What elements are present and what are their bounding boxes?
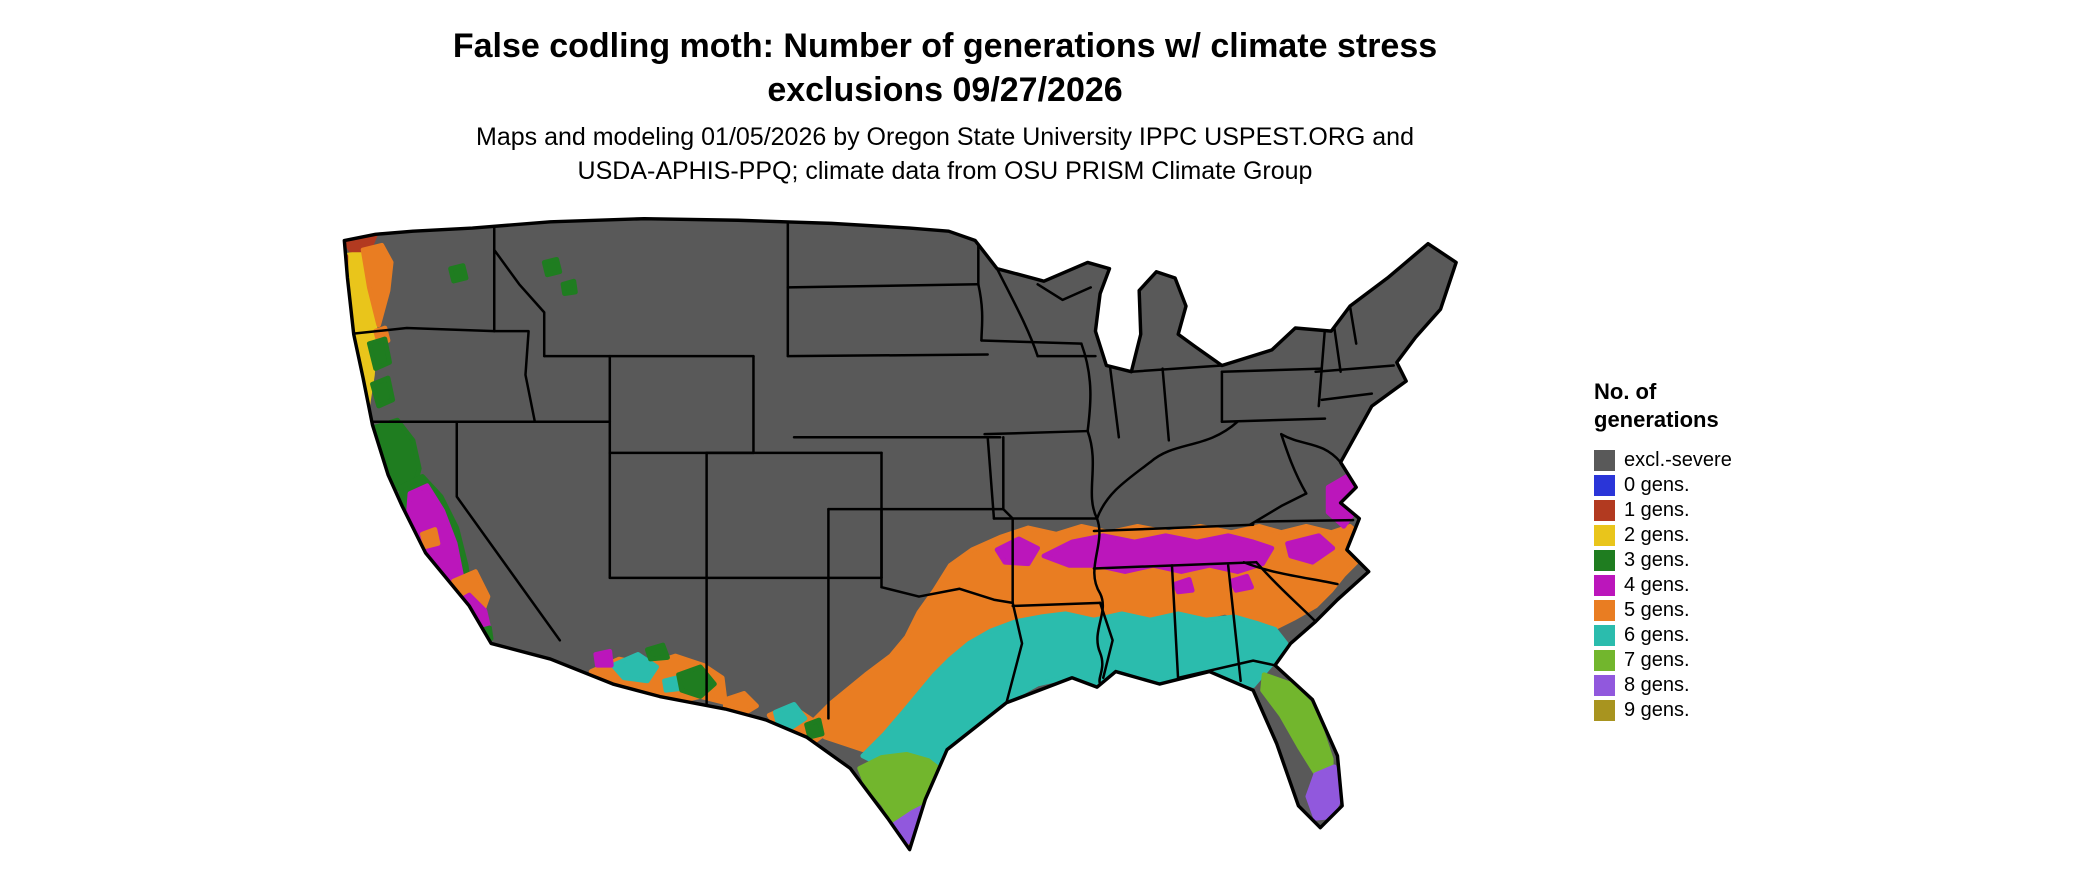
legend-label: 3 gens.: [1624, 549, 1690, 571]
legend-label: 7 gens.: [1624, 649, 1690, 671]
legend-item-gen6: 6 gens.: [1594, 623, 1732, 648]
map-subtitle-line1: Maps and modeling 01/05/2026 by Oregon S…: [476, 123, 1414, 151]
legend-swatch: [1594, 450, 1615, 471]
legend-swatch: [1594, 475, 1615, 496]
legend-title-line1: No. of: [1594, 379, 1657, 404]
map-regions: [344, 220, 1395, 850]
legend-item-gen2: 2 gens.: [1594, 523, 1732, 548]
legend-label: 5 gens.: [1624, 599, 1690, 621]
map-region-gen4-ar-blob: [994, 536, 1041, 567]
legend-label: 4 gens.: [1624, 574, 1690, 596]
legend-swatch: [1594, 575, 1615, 596]
legend-label: 0 gens.: [1624, 474, 1690, 496]
map-region-gen3-or-coast-1: [366, 336, 392, 371]
legend-item-gen5: 5 gens.: [1594, 598, 1732, 623]
map-title-line1: False codling moth: Number of generation…: [452, 27, 1438, 65]
legend-label: excl.-severe: [1624, 449, 1732, 471]
legend-swatch: [1594, 625, 1615, 646]
map-title-line2: exclusions 09/27/2026: [767, 71, 1123, 109]
legend-label: 2 gens.: [1624, 524, 1690, 546]
map-region-gen2-socal-speck: [460, 634, 480, 651]
us-generations-map: [342, 216, 1458, 852]
map-region-gen3-wtx-speck: [804, 717, 825, 740]
map-region-gen4-nc-inland: [1285, 533, 1336, 565]
map-region-gen3-id-speck-1: [541, 256, 563, 278]
legend-items: excl.-severe 0 gens. 1 gens. 2 gens. 3 gens.…: [1594, 448, 1732, 723]
legend-title-line2: generations: [1594, 407, 1719, 432]
us-base-silhouette: [344, 218, 1457, 850]
map-region-gen3-id-speck-2: [560, 278, 578, 296]
legend-title: No. of generations: [1594, 378, 1732, 434]
legend-item-gen3: 3 gens.: [1594, 548, 1732, 573]
legend-item-gen7: 7 gens.: [1594, 648, 1732, 673]
map-title: False codling moth: Number of generation…: [0, 24, 1890, 112]
legend-swatch: [1594, 675, 1615, 696]
map-region-gen3-aznm-2: [644, 642, 670, 662]
map-subtitle: Maps and modeling 01/05/2026 by Oregon S…: [0, 120, 1890, 188]
map-region-gen9-keys: [1299, 826, 1339, 843]
map-region-gen6-gulf-band: [860, 611, 1289, 771]
map-region-gen5-wa-strip: [360, 242, 394, 328]
legend-item-gen0: 0 gens.: [1594, 473, 1732, 498]
legend-item-gen1: 1 gens.: [1594, 498, 1732, 523]
map-region-gen3-wa-speck: [448, 263, 469, 284]
map-region-gen4-ga-speck-1: [1228, 573, 1254, 593]
map-subtitle-line2: USDA-APHIS-PPQ; climate data from OSU PR…: [577, 157, 1313, 185]
map-region-gen6-az-blob: [610, 652, 659, 684]
legend-label: 8 gens.: [1624, 674, 1690, 696]
legend: No. of generations excl.-severe 0 gens. 1 …: [1594, 378, 1732, 723]
legend-label: 1 gens.: [1624, 499, 1690, 521]
legend-swatch: [1594, 650, 1615, 671]
map-region-gen5-ca-coast-speck: [420, 527, 441, 549]
legend-swatch: [1594, 600, 1615, 621]
legend-item-gen9: 9 gens.: [1594, 698, 1732, 723]
map-region-gen3-or-coast-2: [370, 375, 396, 409]
us-outline: [342, 216, 1458, 852]
legend-item-gen8: 8 gens.: [1594, 673, 1732, 698]
map-container: [285, 195, 1503, 867]
map-region-gen4-ga-speck-2: [1172, 577, 1195, 595]
legend-label: 9 gens.: [1624, 699, 1690, 721]
legend-swatch: [1594, 525, 1615, 546]
legend-label: 6 gens.: [1624, 624, 1690, 646]
legend-item-excl-severe: excl.-severe: [1594, 448, 1732, 473]
map-region-gen4-az-speck: [593, 648, 614, 668]
legend-swatch: [1594, 550, 1615, 571]
map-region-gen6-wtx-blob: [772, 701, 808, 731]
legend-swatch: [1594, 700, 1615, 721]
legend-item-gen4: 4 gens.: [1594, 573, 1732, 598]
legend-swatch: [1594, 500, 1615, 521]
state-borders: [346, 220, 1395, 720]
